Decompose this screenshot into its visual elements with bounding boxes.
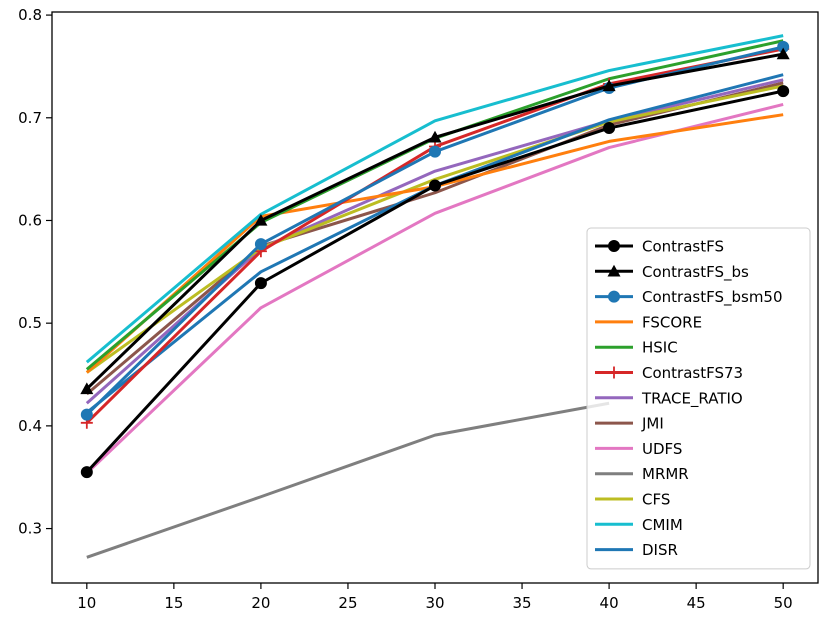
legend-label: ContrastFS (642, 238, 724, 256)
legend-item-contrastfs-bsm50: ContrastFS_bsm50 (595, 288, 783, 307)
x-tick-label: 50 (774, 594, 793, 612)
point-contrastfs-bs (602, 79, 616, 92)
legend-item-contrastfs73: ContrastFS73 (595, 364, 743, 382)
legend-label: CMIM (642, 516, 683, 534)
y-tick-label: 0.7 (18, 109, 42, 127)
y-tick-label: 0.3 (18, 520, 42, 538)
point-contrastfs (429, 179, 441, 192)
series-contrastfs (80, 85, 790, 479)
legend-item-disr: DISR (595, 541, 678, 559)
legend-box (586, 227, 811, 570)
point-contrastfs (80, 466, 93, 479)
legend-item-contrastfs: ContrastFS (595, 238, 724, 256)
legend-label: ContrastFS_bs (642, 263, 749, 282)
legend-label: ContrastFS73 (642, 364, 743, 382)
x-tick-label: 35 (512, 594, 531, 612)
series-line-mrmr (86, 401, 610, 559)
legend-marker (608, 240, 620, 252)
point-contrastfs (603, 122, 616, 135)
point-contrastfs-bsm50 (254, 238, 267, 251)
point-contrastfs (777, 85, 790, 98)
point-contrastfs-bs (80, 382, 94, 395)
x-tick-label: 40 (600, 594, 619, 612)
series-contrastfs-bs (80, 47, 790, 395)
x-tick-label: 30 (425, 594, 444, 612)
point-contrastfs-bsm50 (80, 408, 93, 421)
series-cmim (85, 34, 784, 364)
legend-marker (608, 290, 620, 303)
legend-label: TRACE_RATIO (641, 389, 743, 408)
legend-item-trace-ratio: TRACE_RATIO (595, 389, 743, 408)
y-tick-label: 0.4 (18, 417, 42, 435)
legend-item-udfs: UDFS (595, 440, 682, 458)
series-line-cfs (85, 84, 784, 374)
y-tick-label: 0.5 (18, 314, 42, 332)
legend-label: HSIC (642, 339, 678, 357)
y-tick-label: 0.6 (18, 211, 42, 229)
x-tick-label: 10 (77, 594, 96, 612)
point-contrastfs-bs (254, 213, 268, 226)
legend-label: CFS (642, 491, 670, 509)
legend-marker (607, 264, 621, 277)
legend-item-jmi: JMI (595, 415, 664, 433)
series-line-cmim (85, 34, 784, 364)
legend: ContrastFS ContrastFS_bs ContrastFS_bsm50 F… (586, 227, 811, 570)
series-cfs (85, 84, 784, 374)
point-contrastfs-bsm50 (429, 145, 441, 158)
x-tick-label: 45 (687, 594, 706, 612)
legend-item-contrastfs-bs: ContrastFS_bs (595, 263, 749, 282)
series-mrmr (86, 401, 610, 559)
legend-item-fscore: FSCORE (595, 313, 702, 331)
x-tick-label: 15 (164, 594, 183, 612)
legend-item-cmim: CMIM (595, 516, 683, 534)
x-tick-label: 20 (251, 594, 270, 612)
point-contrastfs-bs (428, 130, 442, 143)
series-layer (80, 34, 790, 559)
legend-label: DISR (642, 541, 678, 559)
axes-layer: 10 15 20 25 30 35 40 45 50 0.3 0.4 0.5 0.6 0.7 0.8 (18, 6, 819, 612)
point-contrastfs-bs (776, 47, 790, 60)
legend-label: ContrastFS_bsm50 (642, 288, 783, 307)
y-tick-label: 0.8 (18, 6, 42, 24)
legend-item-mrmr: MRMR (595, 465, 689, 483)
legend-label: FSCORE (642, 313, 702, 331)
legend-label: JMI (641, 415, 664, 433)
legend-marker (608, 366, 620, 379)
legend-label: UDFS (642, 440, 682, 458)
legend-label: MRMR (642, 465, 689, 483)
legend-item-hsic: HSIC (595, 339, 678, 357)
point-contrastfs (254, 277, 267, 290)
legend-item-cfs: CFS (595, 491, 670, 509)
x-tick-label: 25 (338, 594, 357, 612)
